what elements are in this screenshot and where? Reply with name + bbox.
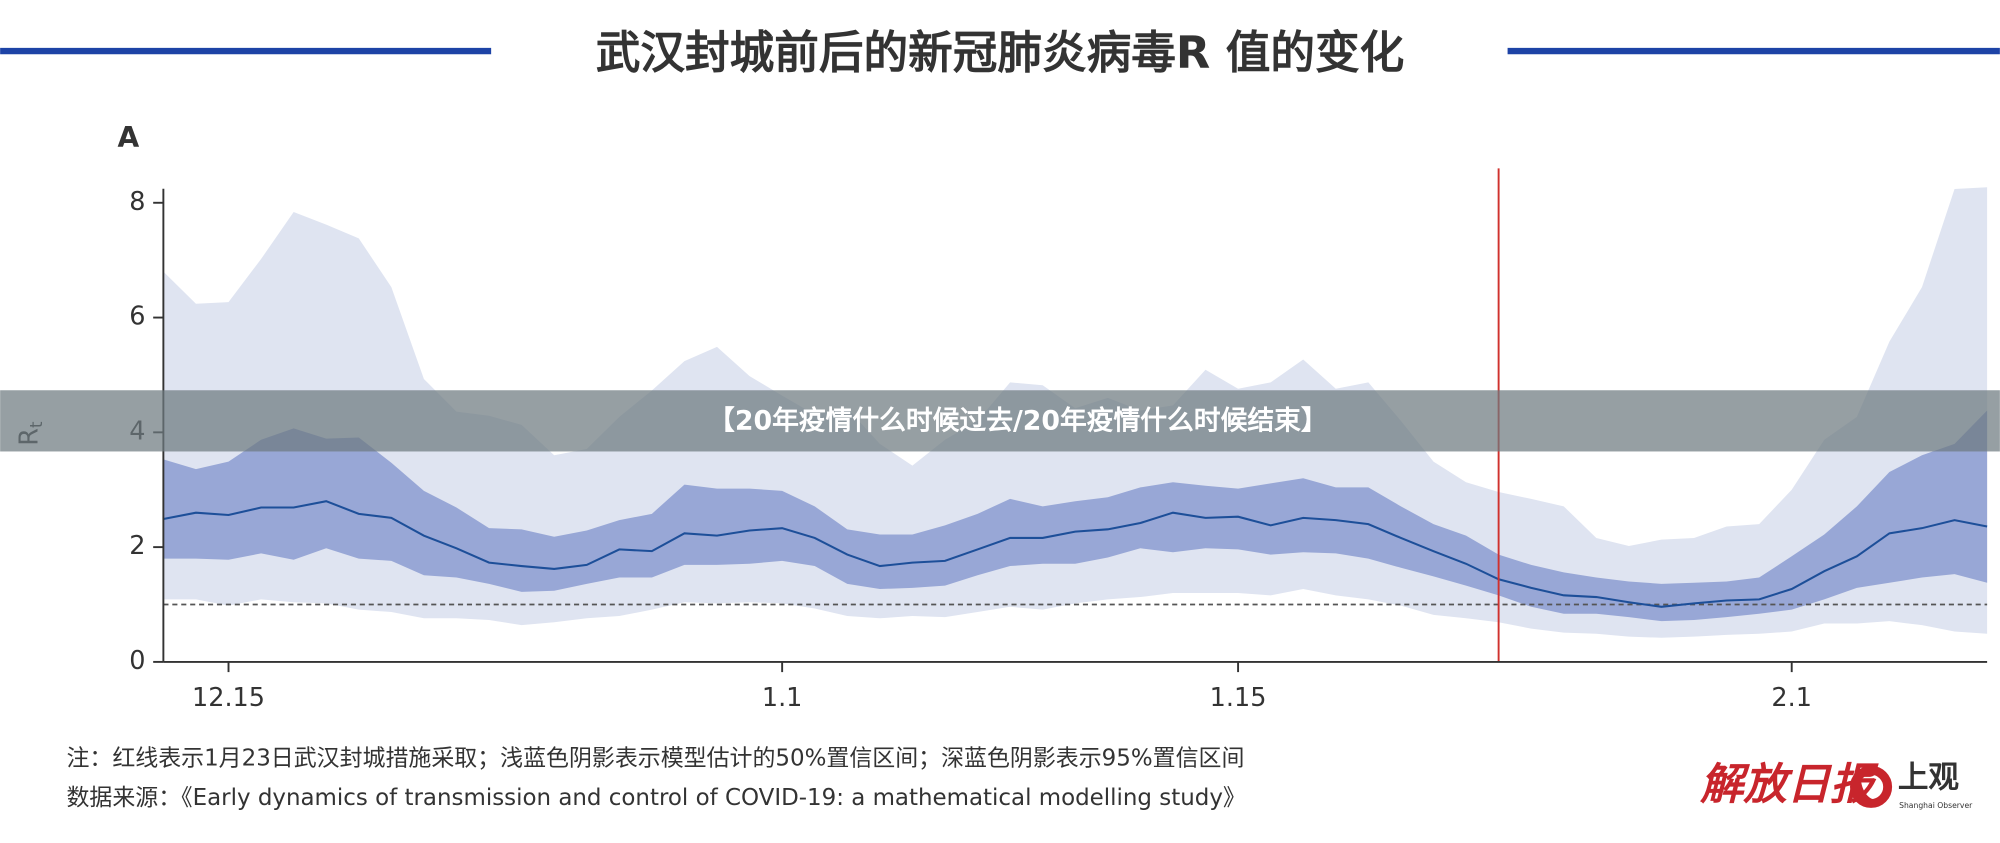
note: 注：红线表示1月23日武汉封城措施采取；浅蓝色阴影表示模型估计的50%置信区间；… xyxy=(66,745,1244,771)
x-tick-label: 1.15 xyxy=(1210,683,1267,713)
logo-icon xyxy=(1850,765,1893,808)
y-tick-label: 8 xyxy=(129,187,145,217)
logo-shangguan-sub: Shanghai Observer xyxy=(1899,801,1973,810)
median-line xyxy=(163,500,1988,608)
y-tick-label: 2 xyxy=(129,531,145,561)
logo-jiefang: 解放日报 xyxy=(1699,759,1879,810)
y-tick-label: 0 xyxy=(129,646,145,676)
banner-bg xyxy=(0,390,2000,452)
confidence-band xyxy=(163,410,1988,622)
panel-label: A xyxy=(117,121,139,154)
banner: 【20年疫情什么时候过去/20年疫情什么时候结束】 xyxy=(708,405,1328,437)
logo-shangguan: 上观 xyxy=(1898,761,1960,796)
source-note: 数据来源：《Early dynamics of transmission and… xyxy=(66,785,1245,811)
y-tick-label: 6 xyxy=(129,302,145,332)
x-tick-label: 1.1 xyxy=(762,683,803,713)
x-tick-label: 2.1 xyxy=(1771,683,1812,713)
chart-title: 武汉封城前后的新冠肺炎病毒R 值的变化 xyxy=(596,27,1405,79)
x-tick-label: 12.15 xyxy=(192,683,265,713)
